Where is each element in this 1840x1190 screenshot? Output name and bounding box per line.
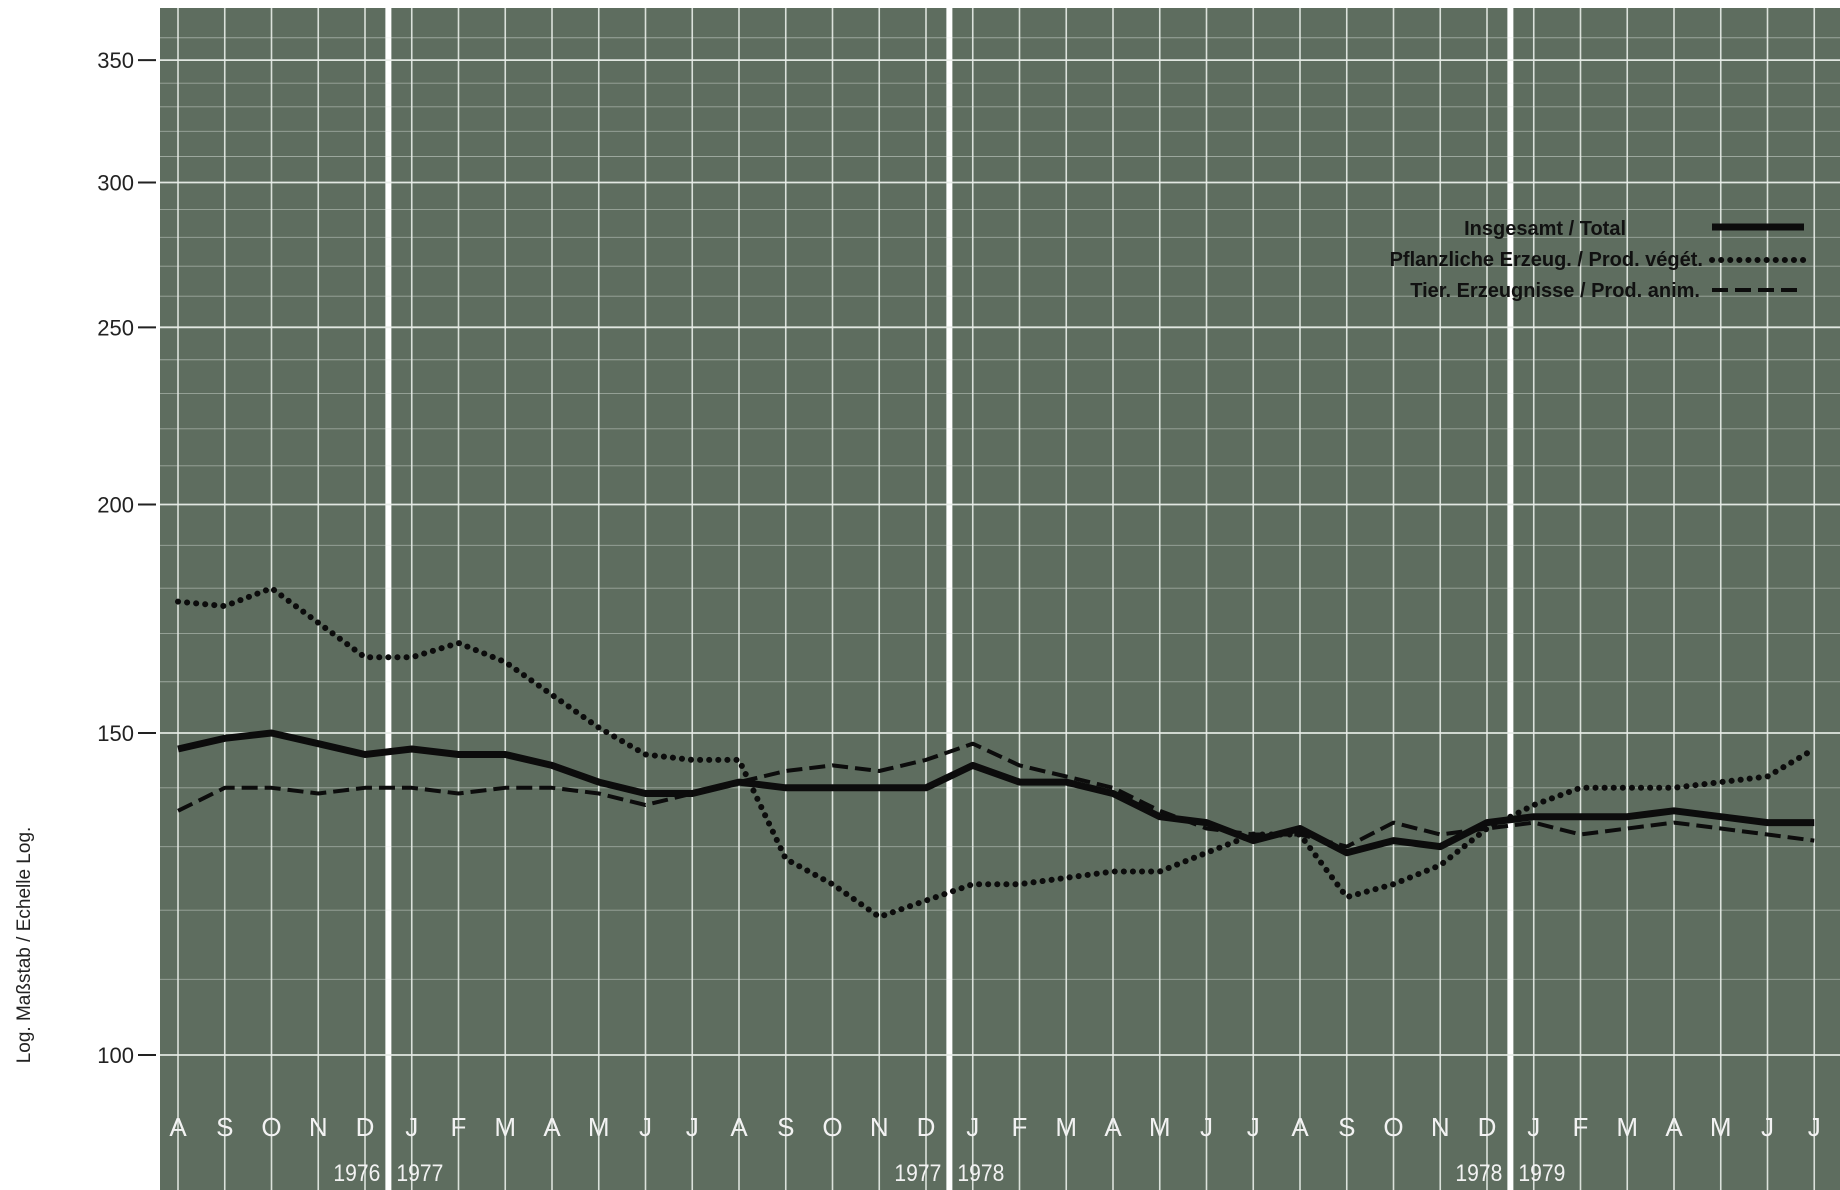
month-label: A <box>730 1112 748 1142</box>
y-tick-label: 300 <box>97 171 134 196</box>
gridlines <box>160 8 1840 1190</box>
month-label: J <box>686 1112 699 1142</box>
month-label: O <box>1383 1112 1403 1142</box>
series-line-solid <box>177 729 1815 857</box>
month-label: J <box>1200 1112 1213 1142</box>
y-tick-label: 100 <box>97 1043 134 1068</box>
month-label: M <box>1616 1112 1638 1142</box>
y-tick-label: 150 <box>97 721 134 746</box>
month-label: J <box>1247 1112 1260 1142</box>
y-axis-title: Log. Maßstab / Echelle Log. <box>14 827 35 1064</box>
x-axis-year-labels: 1976 1977 1977 1978 1978 1979 <box>333 1160 1565 1187</box>
y-tick-label: 350 <box>97 48 134 73</box>
y-axis: 100 150 200 250 300 350 <box>97 48 156 1068</box>
month-label: J <box>1761 1112 1774 1142</box>
month-label: F <box>451 1112 467 1142</box>
year-label: 1977 <box>396 1160 443 1187</box>
month-label: O <box>822 1112 842 1142</box>
year-label: 1978 <box>1455 1160 1502 1187</box>
month-label: N <box>1431 1112 1450 1142</box>
month-label: S <box>1338 1112 1355 1142</box>
month-label: M <box>588 1112 610 1142</box>
month-label: S <box>216 1112 233 1142</box>
y-tick-label: 250 <box>97 315 134 340</box>
year-label: 1978 <box>957 1160 1004 1187</box>
y-tick-label: 200 <box>97 493 134 518</box>
year-label: 1977 <box>894 1160 941 1187</box>
month-label: A <box>1665 1112 1683 1142</box>
month-label: S <box>777 1112 794 1142</box>
month-label: M <box>494 1112 516 1142</box>
month-label: J <box>966 1112 979 1142</box>
month-label: A <box>169 1112 187 1142</box>
month-label: A <box>543 1112 561 1142</box>
plot-panel <box>160 8 1840 1190</box>
month-label: A <box>1291 1112 1309 1142</box>
series-line-dashed <box>177 741 1815 849</box>
month-label: D <box>1478 1112 1497 1142</box>
month-label: D <box>917 1112 936 1142</box>
month-label: F <box>1012 1112 1028 1142</box>
month-label: O <box>261 1112 281 1142</box>
legend-label-animal: Tier. Erzeugnisse / Prod. anim. <box>1410 280 1700 302</box>
month-label: J <box>1527 1112 1540 1142</box>
legend: Insgesamt / Total Pflanzliche Erzeug. / … <box>1390 218 1807 302</box>
month-label: J <box>405 1112 418 1142</box>
month-label: M <box>1149 1112 1171 1142</box>
series-layer <box>175 585 1818 920</box>
month-label: F <box>1573 1112 1589 1142</box>
month-label: M <box>1055 1112 1077 1142</box>
month-label: D <box>356 1112 375 1142</box>
month-label: M <box>1710 1112 1732 1142</box>
month-label: J <box>1808 1112 1821 1142</box>
year-label: 1976 <box>333 1160 380 1187</box>
legend-label-plant: Pflanzliche Erzeug. / Prod. végét. <box>1390 249 1703 271</box>
legend-label-total: Insgesamt / Total <box>1464 218 1626 240</box>
month-label: N <box>870 1112 889 1142</box>
series-line-dotted <box>175 585 1818 920</box>
month-label: N <box>309 1112 328 1142</box>
year-label: 1979 <box>1518 1160 1565 1187</box>
month-label: A <box>1104 1112 1122 1142</box>
month-label: J <box>639 1112 652 1142</box>
